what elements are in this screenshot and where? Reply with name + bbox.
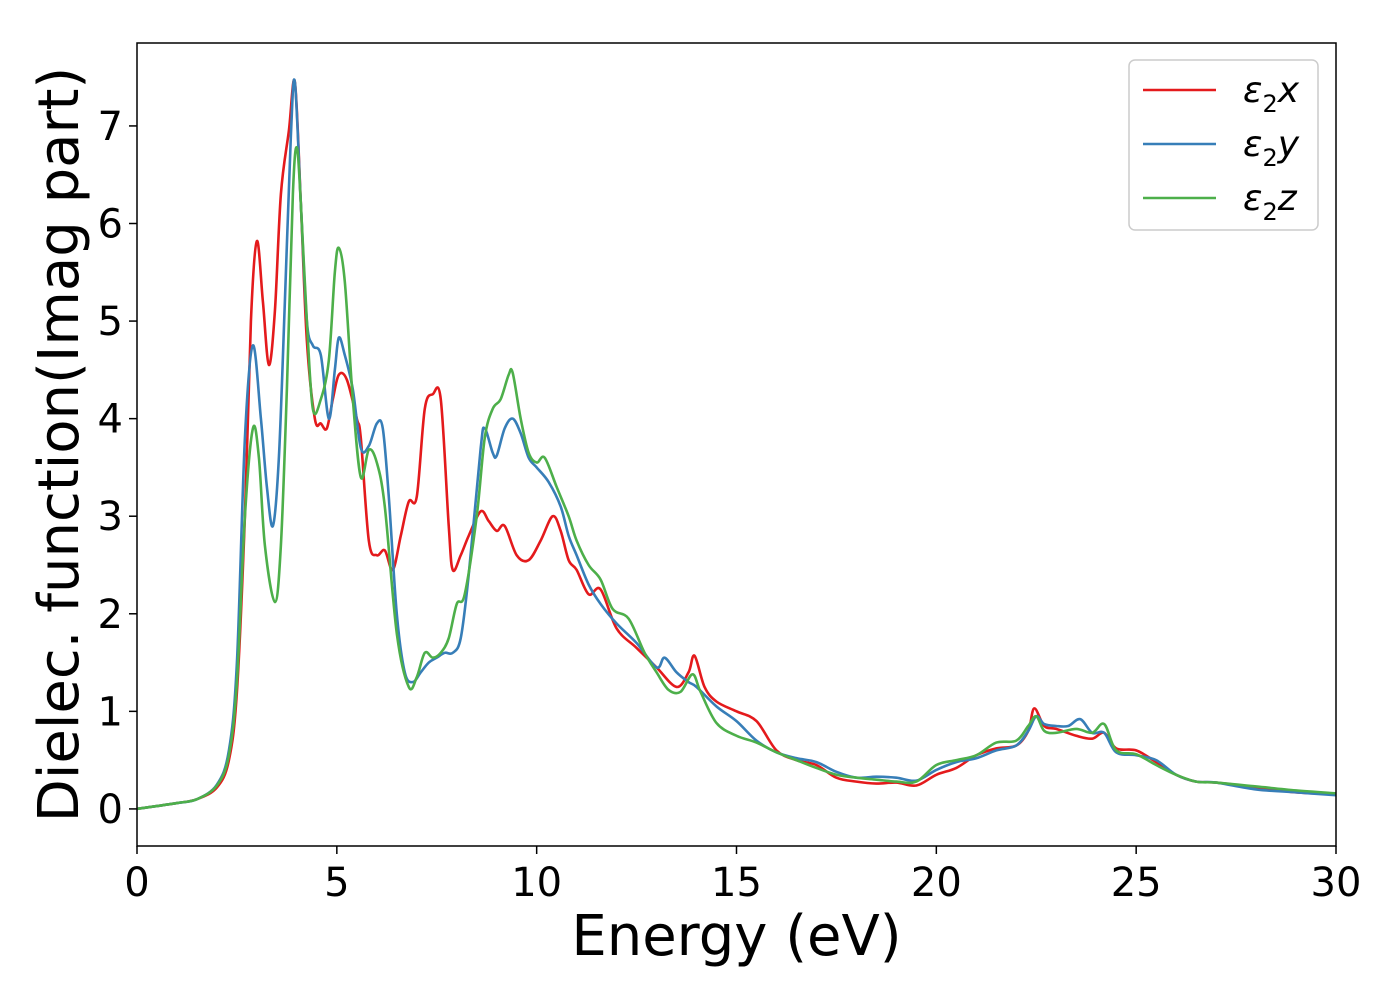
y-tick-label: 6 — [98, 202, 123, 248]
x-tick-label: 25 — [1111, 860, 1162, 906]
legend-label-subscript: 2 — [1262, 90, 1277, 118]
x-tick-label: 5 — [324, 860, 349, 906]
legend-entry-y: ε2y — [1143, 124, 1300, 172]
legend-label-variable: x — [1277, 70, 1300, 111]
legend-label-variable: y — [1277, 124, 1300, 165]
legend-label-subscript: 2 — [1262, 198, 1277, 226]
legend-label: ε2x — [1243, 70, 1300, 118]
series-line-z — [136, 145, 1337, 811]
legend-entry-x: ε2x — [1143, 70, 1300, 118]
y-axis-title: Dielec. function(Imag part) — [27, 67, 92, 823]
y-tick-label: 0 — [98, 787, 123, 833]
legend-label-base: ε — [1243, 70, 1262, 111]
x-axis-title: Energy (eV) — [571, 904, 901, 969]
x-tick-label: 0 — [124, 860, 149, 906]
series-line-y — [136, 78, 1337, 811]
ticks-layer: 0 5 10 15 20 25 30 0 1 2 3 4 5 6 7 — [98, 104, 1362, 906]
y-tick-label: 2 — [98, 592, 123, 638]
y-tick-label: 4 — [98, 397, 123, 443]
y-tick-label: 5 — [98, 299, 123, 345]
x-tick-label: 30 — [1311, 860, 1362, 906]
legend-entry-z: ε2z — [1143, 178, 1298, 226]
y-tick-label: 7 — [98, 104, 123, 150]
legend-label-base: ε — [1243, 178, 1262, 219]
x-tick-label: 15 — [711, 860, 762, 906]
x-tick-label: 10 — [511, 860, 562, 906]
series-layer — [136, 78, 1337, 811]
legend-label-subscript: 2 — [1262, 144, 1277, 172]
y-tick-label: 3 — [98, 494, 123, 540]
x-tick-label: 20 — [911, 860, 962, 906]
legend-label-variable: z — [1277, 178, 1298, 219]
legend-box — [1128, 59, 1319, 231]
legend-label-base: ε — [1243, 124, 1262, 165]
legend-label: ε2y — [1243, 124, 1300, 172]
legend-label: ε2z — [1243, 178, 1298, 226]
y-tick-label: 1 — [98, 689, 123, 735]
